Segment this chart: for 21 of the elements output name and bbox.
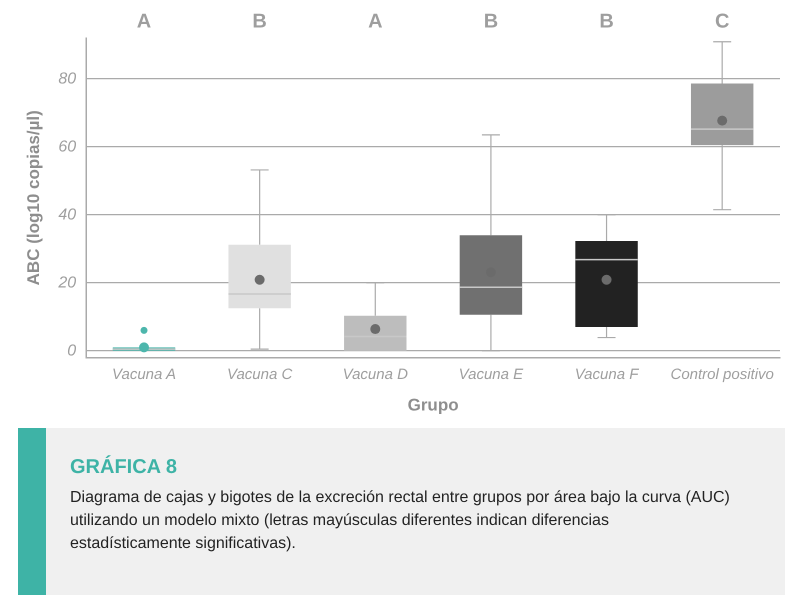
- x-tick-label: Vacuna C: [226, 366, 292, 383]
- text: GRÁFICA 8: [70, 456, 178, 479]
- y-axis-title: ABC (log10 copias/µl): [24, 110, 43, 286]
- y-tick-label: 20: [57, 274, 76, 292]
- y-tick-label: 80: [58, 70, 76, 88]
- x-axis-title: Grupo: [408, 395, 459, 414]
- text: B: [484, 10, 498, 33]
- x-tick-label: Vacuna D: [342, 366, 408, 383]
- text: B: [252, 10, 267, 33]
- x-tick-label: Vacuna E: [458, 366, 524, 383]
- y-tick-label: 40: [58, 206, 76, 224]
- text: B: [599, 10, 614, 33]
- text: C: [714, 10, 730, 33]
- y-tick-label: 60: [58, 138, 76, 156]
- text: A: [368, 10, 383, 33]
- y-tick-label: 0: [67, 342, 76, 360]
- x-tick-label: Vacuna F: [574, 366, 640, 383]
- text: Diagrama de cajas y bigotes de la excreción rectal entre grupos por área bajo la curva (AUC) utilizando un modelo mixto (letras mayúsculas diferentes indican diferencias estadísticamente significativas).: [70, 488, 730, 554]
- text: A: [136, 10, 152, 33]
- x-tick-label: Vacuna A: [112, 366, 176, 383]
- x-tick-label: Control positivo: [670, 366, 774, 383]
